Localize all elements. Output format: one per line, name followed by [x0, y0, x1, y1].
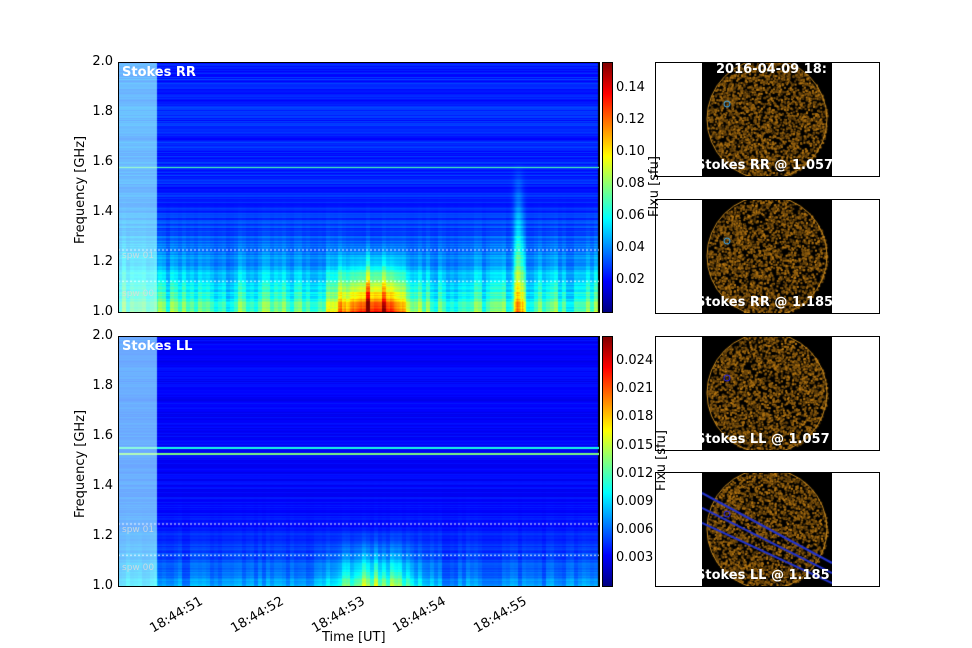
colorbar-tick-label: 0.08	[616, 175, 645, 191]
x-tick-label: 18:44:51	[147, 594, 206, 637]
colorbar-tick-label: 0.06	[616, 207, 645, 223]
image-frame-0	[655, 62, 880, 177]
x-tick-label: 18:44:55	[471, 594, 530, 637]
y-tick-label: 1.0	[92, 304, 113, 319]
colorbar-tick-label: 0.015	[616, 437, 654, 453]
colorbar-frame	[602, 336, 613, 587]
colorbar-tick-label: 0.021	[616, 381, 654, 397]
colorbar-tick-label: 0.003	[616, 549, 654, 565]
y-tick-label: 1.8	[92, 104, 113, 119]
y-tick-label: 1.2	[92, 528, 113, 543]
y-tick-label: 1.8	[92, 378, 113, 393]
image-frame-1	[655, 199, 880, 314]
sun-image-2	[702, 337, 832, 450]
spectrogram-0	[118, 62, 599, 312]
colorbar-tick-label: 0.12	[616, 111, 645, 127]
sun-image-3	[702, 473, 832, 586]
colorbar-tick-label: 0.04	[616, 239, 645, 255]
sun-image-1	[702, 200, 832, 313]
y-tick-label: 1.0	[92, 578, 113, 593]
colorbar-tick-label: 0.012	[616, 465, 654, 481]
image-frame-2	[655, 336, 880, 451]
colorbar-0	[602, 62, 612, 312]
colorbar-tick-label: 0.009	[616, 493, 654, 509]
y-tick-label: 2.0	[92, 54, 113, 69]
spw-label: spw 01	[122, 525, 155, 535]
image-timestamp: 2016-04-09 18:	[716, 62, 827, 77]
y-tick-label: 1.6	[92, 154, 113, 169]
spw-label: spw 00	[122, 288, 155, 299]
y-tick-label: 1.2	[92, 254, 113, 269]
spw-label: spw 00	[122, 562, 155, 573]
colorbar-tick-label: 0.024	[616, 353, 654, 369]
x-axis-label: Time [UT]	[322, 630, 386, 645]
colorbar-tick-label: 0.14	[616, 79, 645, 95]
colorbar-1	[602, 336, 612, 586]
plot-frame	[118, 336, 600, 587]
image-frame-3	[655, 472, 880, 587]
colorbar-frame	[602, 62, 613, 313]
x-tick-label: 18:44:54	[390, 594, 449, 637]
y-axis-label: Frequency [GHz]	[73, 135, 88, 244]
colorbar-tick-label: 0.006	[616, 521, 654, 537]
image-label: Stokes RR @ 1.185	[696, 295, 832, 310]
y-tick-label: 1.6	[92, 428, 113, 443]
panel-title: Stokes LL	[122, 339, 193, 354]
image-label: Stokes RR @ 1.057	[696, 158, 832, 173]
sun-image-0	[702, 63, 832, 176]
spw-label: spw 01	[122, 251, 155, 261]
colorbar-tick-label: 0.018	[616, 409, 654, 425]
y-tick-label: 1.4	[92, 478, 113, 493]
plot-frame	[118, 62, 600, 313]
image-label: Stokes LL @ 1.057	[696, 432, 830, 447]
x-tick-label: 18:44:52	[228, 594, 287, 637]
panel-title: Stokes RR	[122, 65, 196, 80]
colorbar-tick-label: 0.10	[616, 143, 645, 159]
image-label: Stokes LL @ 1.185	[696, 568, 830, 583]
colorbar-tick-label: 0.02	[616, 271, 645, 287]
y-axis-label: Frequency [GHz]	[73, 409, 88, 518]
spectrogram-1	[118, 336, 599, 586]
y-tick-label: 1.4	[92, 204, 113, 219]
y-tick-label: 2.0	[92, 328, 113, 343]
